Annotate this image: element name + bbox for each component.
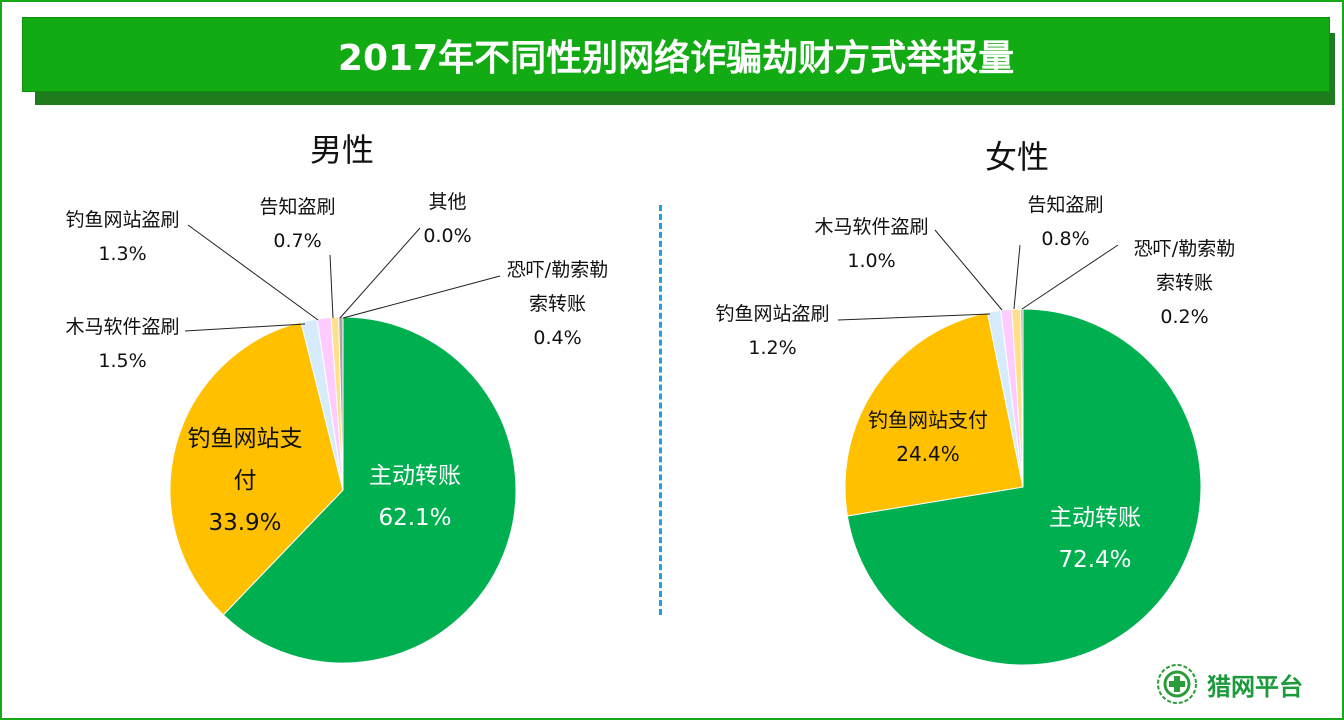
- male-main-label: 主动转账 62.1%: [369, 463, 461, 531]
- leader-line: [342, 275, 501, 319]
- female-main-label: 主动转账 72.4%: [1049, 505, 1141, 573]
- leader-line: [1021, 244, 1119, 310]
- male-threat-label: 恐吓/勒索勒 索转账 0.4%: [506, 259, 609, 349]
- pie-slice: [169, 321, 344, 616]
- leader-line: [184, 323, 306, 332]
- male-phish-pay-label: 钓鱼网站支付 33.9%: [187, 426, 303, 536]
- male-pie: [169, 316, 517, 664]
- male-inform-label: 告知盗刷 0.7%: [259, 196, 336, 252]
- logo: 猎网平台: [1155, 662, 1303, 706]
- female-threat-label: 恐吓/勒索勒 索转账 0.2%: [1133, 238, 1236, 328]
- leader-line: [837, 313, 991, 321]
- leader-line: [1013, 244, 1021, 310]
- pie-slice: [846, 308, 1202, 666]
- female-trojan-label: 木马软件盗刷 1.0%: [814, 216, 929, 272]
- leader-line: [187, 224, 319, 321]
- pie-slice: [1020, 308, 1024, 488]
- male-title: 男性: [310, 131, 375, 169]
- leader-line: [934, 229, 1003, 311]
- leader-lines: [184, 224, 1119, 332]
- logo-emblem-icon: [1157, 664, 1197, 704]
- male-phish-steal-label: 钓鱼网站盗刷 1.3%: [65, 209, 180, 265]
- divider: [659, 205, 662, 615]
- female-inform-label: 告知盗刷 0.8%: [1027, 194, 1104, 250]
- logo-text: 猎网平台: [1207, 672, 1303, 701]
- female-phish-steal-label: 钓鱼网站盗刷 1.2%: [715, 303, 830, 359]
- pie-slice: [222, 316, 517, 664]
- leader-line: [339, 227, 421, 319]
- title-bar: 2017年不同性别网络诈骗劫财方式举报量: [22, 17, 1330, 92]
- leader-line: [329, 254, 334, 319]
- page-title: 2017年不同性别网络诈骗劫财方式举报量: [337, 37, 1015, 79]
- male-other-label: 其他 0.0%: [423, 191, 472, 247]
- male-trojan-label: 木马软件盗刷 1.5%: [65, 316, 180, 372]
- female-title: 女性: [985, 138, 1050, 176]
- female-phish-pay-label: 钓鱼网站支付 24.4%: [868, 408, 988, 466]
- pie-slice: [844, 311, 1024, 517]
- female-pie: [844, 308, 1202, 666]
